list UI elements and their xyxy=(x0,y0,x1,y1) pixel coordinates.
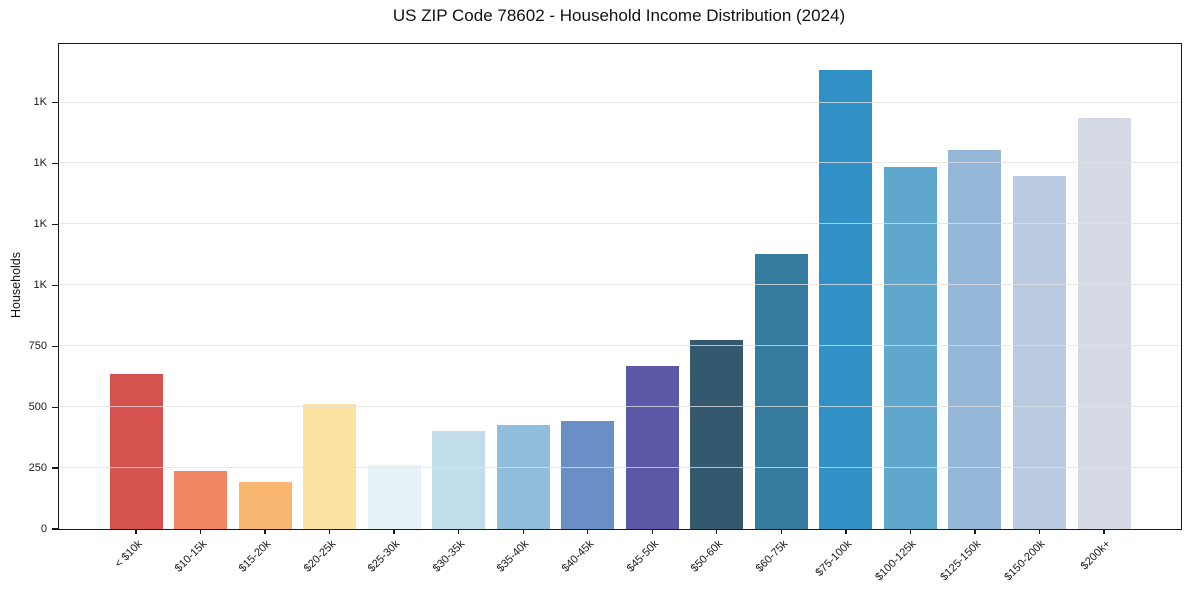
x-tick-label-text: $50-60k xyxy=(688,538,726,575)
chart-title: US ZIP Code 78602 - Household Income Dis… xyxy=(392,6,846,25)
bar-8 xyxy=(625,366,679,529)
bar-13 xyxy=(948,150,1002,529)
bar-5 xyxy=(432,431,486,529)
x-tick-label-text: $200k+ xyxy=(1078,538,1113,573)
x-tick-label-text: $60-75k xyxy=(753,538,790,575)
x-tick-mark xyxy=(974,529,976,534)
y-gridline xyxy=(59,284,1181,286)
bar-14 xyxy=(1012,176,1066,529)
y-tick-label: 750 xyxy=(28,339,47,352)
x-tick-label-text: $30-35k xyxy=(430,538,468,575)
x-tick-mark xyxy=(909,529,912,534)
bar-3 xyxy=(303,404,357,529)
y-tick-label: 500 xyxy=(28,400,47,413)
x-tick-mark xyxy=(716,529,718,534)
x-tick-label-text: $10-15k xyxy=(172,538,210,575)
y-tick-label: 1K xyxy=(33,217,47,230)
y-gridline xyxy=(59,162,1181,164)
bar-6 xyxy=(496,424,550,529)
plot-area: 0 250 500 750 1K 1K 1K 1K < $10k $10-15k $15-20k $2… xyxy=(29,43,1182,583)
x-tick-mark xyxy=(845,529,847,534)
y-tick-label: 1K xyxy=(33,96,47,108)
bar-12 xyxy=(883,167,937,529)
bar-10 xyxy=(754,254,808,529)
x-tick-mark xyxy=(393,529,395,534)
x-tick-label-text: $75-100k xyxy=(813,538,855,579)
x-tick-label-text: $15-20k xyxy=(236,538,274,575)
x-tick-label-text: $125-150k xyxy=(938,538,984,584)
bar-11 xyxy=(819,69,873,529)
y-tick-label: 250 xyxy=(28,461,47,474)
bar-1 xyxy=(174,471,228,529)
x-tick-mark xyxy=(587,529,589,534)
y-gridline xyxy=(59,467,1181,469)
bar-9 xyxy=(690,340,744,529)
bar-4 xyxy=(367,464,421,529)
x-tick-mark xyxy=(780,529,782,534)
x-tick-label-text: $40-45k xyxy=(559,538,597,575)
y-tick-mark xyxy=(52,284,58,286)
y-tick-label: 0 xyxy=(40,522,47,535)
y-tick-mark xyxy=(52,101,58,104)
x-tick-mark xyxy=(264,529,266,534)
y-tick-mark xyxy=(52,467,58,469)
y-tick-mark xyxy=(52,162,58,165)
bar-2 xyxy=(238,481,292,529)
x-tick-label-text: $35-40k xyxy=(495,538,532,575)
bar-0 xyxy=(109,374,163,529)
y-tick-label: 1K xyxy=(33,278,47,291)
y-tick-mark xyxy=(52,406,58,408)
y-tick-mark xyxy=(52,223,58,226)
x-tick-mark xyxy=(458,529,460,534)
bar-7 xyxy=(561,420,615,529)
x-tick-label-text: $45-50k xyxy=(624,538,661,575)
y-gridline xyxy=(59,223,1181,225)
x-tick-label-text: $100-125k xyxy=(873,538,919,584)
bar-15 xyxy=(1077,117,1131,529)
x-tick-mark xyxy=(135,529,137,534)
y-gridline xyxy=(59,345,1181,347)
y-tick-mark xyxy=(52,528,58,530)
x-tick-mark xyxy=(1103,529,1105,534)
x-tick-mark xyxy=(199,529,202,534)
x-tick-mark xyxy=(1038,529,1041,534)
x-tick-mark xyxy=(328,529,331,534)
x-tick-mark xyxy=(522,529,524,534)
x-tick-label-text: $20-25k xyxy=(301,538,339,575)
x-tick-label-text: $25-30k xyxy=(366,538,403,575)
y-gridline xyxy=(59,406,1181,408)
x-tick-label-text: $150-200k xyxy=(1002,538,1048,584)
y-tick-mark xyxy=(52,345,58,347)
y-gridline xyxy=(59,101,1181,103)
y-tick-label: 1K xyxy=(33,156,47,169)
x-tick-mark xyxy=(651,529,653,534)
x-tick-label-text: < $10k xyxy=(112,538,145,571)
